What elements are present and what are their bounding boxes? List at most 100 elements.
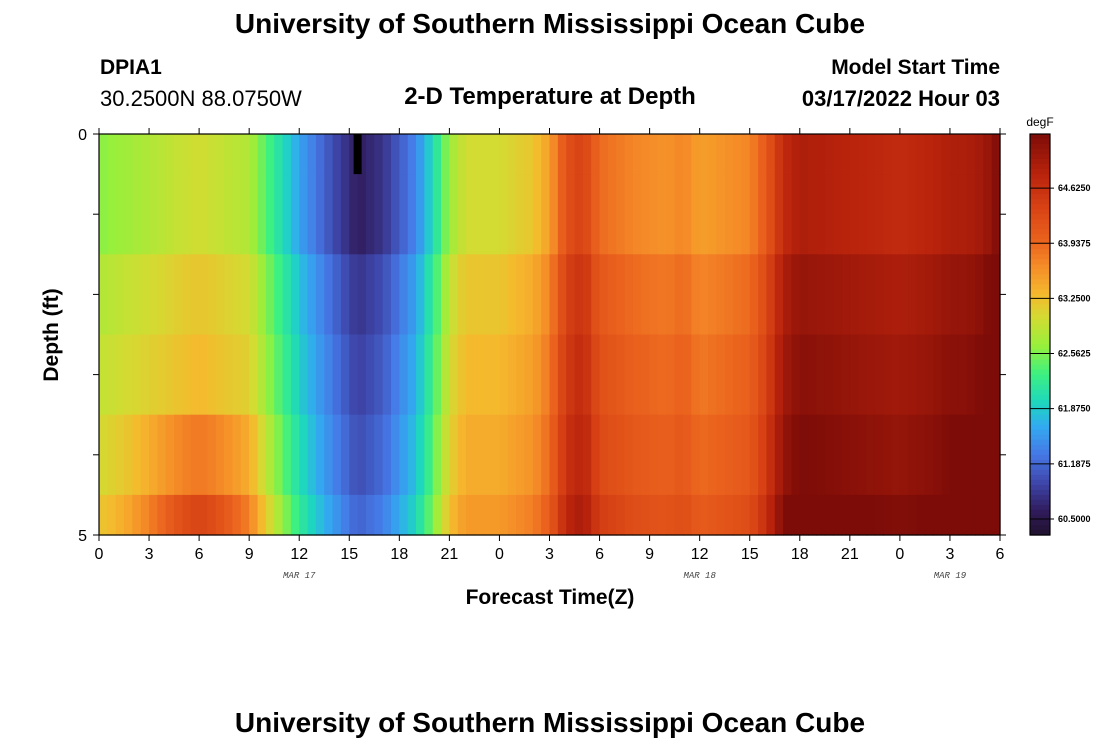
colorbar-segment [1030, 479, 1050, 486]
heatmap-cell [599, 334, 609, 416]
heatmap-cell [140, 134, 150, 175]
heatmap-cell [908, 254, 918, 336]
heatmap-cell [157, 254, 167, 336]
heatmap-cell [616, 254, 626, 336]
heatmap-cell [974, 414, 984, 496]
heatmap-cell [282, 174, 292, 255]
colorbar-segment [1030, 279, 1050, 285]
colorbar-segment [1030, 239, 1050, 245]
heatmap-cell [474, 134, 484, 175]
heatmap-cell [532, 134, 542, 175]
heatmap-cell [566, 254, 576, 336]
heatmap-cell [165, 334, 175, 416]
heatmap-cell [641, 174, 651, 255]
heatmap-cell [716, 414, 726, 496]
heatmap-cell [874, 174, 884, 255]
heatmap-cell [749, 334, 759, 416]
heatmap-cell [549, 134, 559, 175]
model-start-value: 03/17/2022 Hour 03 [801, 86, 1000, 111]
heatmap-cell [149, 134, 158, 175]
heatmap-cell [432, 174, 442, 255]
heatmap-cell [149, 494, 158, 536]
heatmap-cell [599, 494, 609, 536]
heatmap-cell [632, 174, 642, 255]
heatmap-cell [974, 134, 984, 175]
heatmap-cell [516, 334, 526, 416]
heatmap-cell [908, 334, 918, 416]
heatmap-cell [841, 414, 851, 496]
heatmap-cell [190, 334, 200, 416]
heatmap-cell [240, 134, 250, 175]
heatmap-cell [224, 494, 234, 536]
heatmap-cell [733, 134, 742, 175]
heatmap-cell [958, 134, 968, 175]
heatmap-cell [416, 254, 425, 336]
heatmap-cell [340, 174, 350, 255]
heatmap-cell [632, 334, 642, 416]
heatmap-cell [741, 134, 751, 175]
heatmap-cell [507, 334, 517, 416]
heatmap-cell [649, 254, 659, 336]
heatmap-cell [365, 494, 375, 536]
date-label: MAR 18 [683, 571, 716, 581]
heatmap-cell [582, 174, 592, 255]
colorbar-segment [1030, 504, 1050, 511]
heatmap-cell [182, 334, 192, 416]
heatmap-cell [949, 334, 959, 416]
heatmap-cell [933, 494, 943, 536]
heatmap-cell [916, 254, 926, 336]
heatmap-cell [733, 174, 742, 255]
colorbar-segment [1030, 424, 1050, 431]
heatmap-cell [799, 334, 809, 416]
heatmap-cell [441, 134, 450, 175]
heatmap-cell [199, 174, 209, 255]
model-start-label: Model Start Time [831, 56, 1000, 79]
heatmap-cell [908, 494, 918, 536]
heatmap-cell [282, 254, 292, 336]
heatmap-cell [507, 134, 517, 175]
colorbar-segment [1030, 519, 1050, 526]
heatmap-cell [691, 174, 701, 255]
heatmap-cell [966, 414, 976, 496]
heatmap-cell [991, 414, 1001, 496]
heatmap-cell [774, 414, 784, 496]
heatmap-cell [516, 134, 526, 175]
heatmap-cell [224, 174, 234, 255]
heatmap-cell [499, 174, 509, 255]
heatmap-cell [983, 334, 993, 416]
heatmap-cell [165, 254, 175, 336]
heatmap-cell [407, 254, 417, 336]
heatmap-cell [157, 494, 167, 536]
heatmap-cell [833, 414, 843, 496]
heatmap-cell [524, 414, 534, 496]
heatmap-cell [966, 334, 976, 416]
x-axis-title: Forecast Time(Z) [466, 586, 635, 609]
heatmap-cell [632, 254, 642, 336]
colorbar-segment [1030, 274, 1050, 280]
heatmap-cell [849, 134, 859, 175]
heatmap-cell [682, 134, 692, 175]
heatmap-cell [157, 134, 167, 175]
heatmap-cell [557, 254, 567, 336]
heatmap-cell [841, 254, 851, 336]
heatmap-cell [207, 414, 217, 496]
heatmap-cell [841, 494, 851, 536]
heatmap-cell [783, 334, 793, 416]
heatmap-cell [524, 134, 534, 175]
heatmap-cell [174, 134, 184, 175]
heatmap-cell [983, 414, 993, 496]
heatmap-cell [983, 494, 993, 536]
heatmap-cell [891, 174, 901, 255]
colorbar-segment [1030, 289, 1050, 295]
heatmap-cell [449, 254, 459, 336]
heatmap-cell [791, 134, 801, 175]
heatmap-cell [674, 254, 684, 336]
date-label: MAR 19 [934, 571, 967, 581]
heatmap-cell [741, 414, 751, 496]
heatmap-cell [958, 494, 968, 536]
heatmap-cell [357, 494, 367, 536]
colorbar-segment [1030, 454, 1050, 461]
heatmap-cell [749, 494, 759, 536]
heatmap-cell [407, 334, 417, 416]
colorbar-segment [1030, 164, 1050, 170]
